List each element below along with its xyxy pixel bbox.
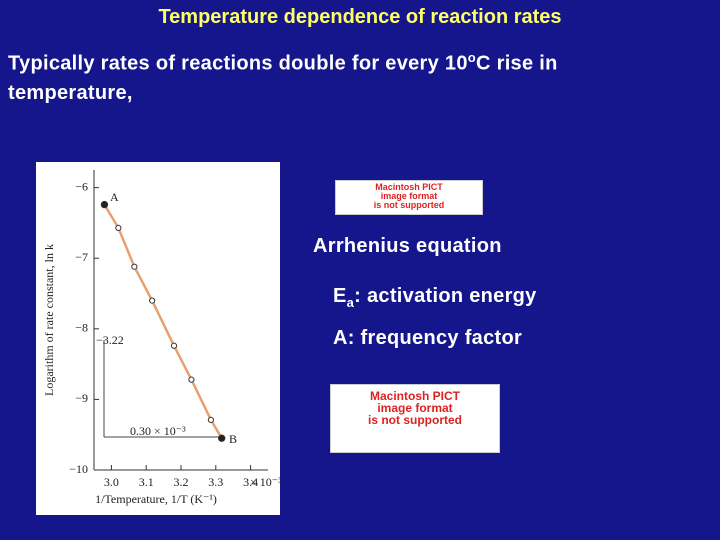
image-placeholder: Macintosh PICT image format is not suppo… bbox=[335, 180, 483, 215]
x-tick-label: 3.2 bbox=[174, 475, 189, 489]
a-line: A: frequency factor bbox=[333, 327, 523, 349]
text: E bbox=[333, 285, 347, 307]
text: Macintosh PICT bbox=[369, 389, 460, 403]
annotation: A bbox=[110, 190, 119, 204]
slide-title: Temperature dependence of reaction rates bbox=[158, 6, 562, 28]
subscript: a bbox=[346, 295, 355, 310]
x-tick-label: 3.0 bbox=[104, 475, 119, 489]
text: is not supported bbox=[368, 413, 462, 427]
text: is not supported bbox=[373, 200, 445, 210]
text: : activation energy bbox=[354, 285, 537, 307]
annotation: B bbox=[229, 432, 237, 446]
data-point bbox=[149, 297, 156, 304]
y-tick-label: −10 bbox=[69, 462, 88, 476]
text: Typically rates of reactions double for … bbox=[8, 52, 468, 75]
data-point bbox=[207, 416, 215, 423]
image-placeholder: Macintosh PICT image format is not suppo… bbox=[330, 384, 500, 453]
annotation: 0.30 × 10⁻³ bbox=[130, 424, 186, 438]
x-tick-label: 3.1 bbox=[139, 475, 154, 489]
intro-line: Typically rates of reactions double for … bbox=[8, 50, 558, 76]
text: image format bbox=[377, 401, 453, 415]
intro-line: temperature, bbox=[8, 82, 133, 104]
x-multiplier: × 10⁻³ bbox=[250, 475, 282, 489]
y-tick-label: −9 bbox=[75, 391, 88, 405]
text: image format bbox=[380, 191, 438, 201]
y-tick-label: −6 bbox=[75, 179, 88, 193]
data-point bbox=[115, 224, 122, 231]
text: C rise in bbox=[476, 52, 558, 75]
figure-background bbox=[36, 162, 280, 515]
x-tick-label: 3.3 bbox=[208, 475, 223, 489]
y-tick-label: −8 bbox=[75, 321, 88, 335]
data-point bbox=[170, 342, 178, 349]
superscript: o bbox=[467, 50, 477, 65]
ea-line: Ea: activation energy bbox=[333, 285, 537, 310]
y-tick-label: −7 bbox=[75, 250, 88, 264]
y-axis-label: Logarithm of rate constant, ln k bbox=[42, 244, 56, 396]
data-line bbox=[103, 203, 223, 439]
x-axis-label: 1/Temperature, 1/T (K⁻¹) bbox=[95, 492, 217, 506]
data-point bbox=[188, 376, 195, 383]
data-point bbox=[100, 200, 109, 209]
annotation: −3.22 bbox=[96, 333, 124, 347]
data-point bbox=[131, 263, 138, 270]
text: Macintosh PICT bbox=[375, 182, 443, 192]
x-tick-label: 3.4 bbox=[243, 475, 258, 489]
equation-title: Arrhenius equation bbox=[313, 235, 502, 257]
data-point bbox=[218, 434, 226, 442]
